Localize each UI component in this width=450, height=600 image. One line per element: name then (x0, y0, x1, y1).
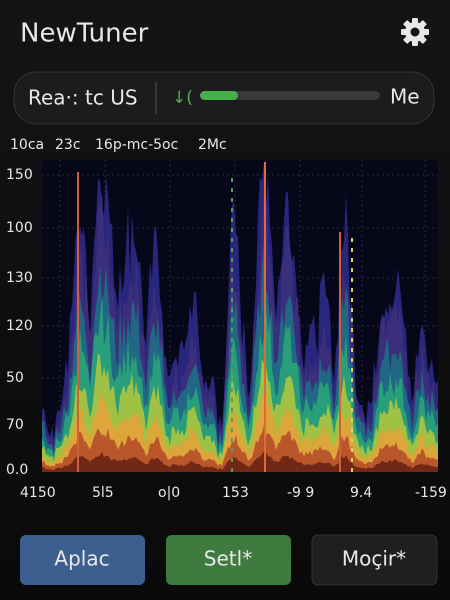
button-bg[interactable] (166, 535, 291, 585)
info-label: 2Mc (198, 137, 227, 153)
search-text: Rea·: tc US (28, 86, 138, 110)
button-bg[interactable] (20, 535, 145, 585)
x-label: 153 (222, 485, 249, 501)
y-label: 120 (6, 318, 33, 334)
volume-icon: ↓( (172, 88, 193, 108)
y-label: 130 (6, 270, 33, 286)
button-label[interactable]: Aplac (54, 547, 109, 571)
app-title: NewTuner (20, 19, 149, 49)
y-label: 0.0 (6, 462, 28, 478)
slider-fill (200, 91, 238, 100)
y-label: 50 (6, 370, 24, 386)
y-label: 70 (6, 417, 24, 433)
settings-button[interactable] (401, 18, 429, 46)
x-label: -159 (415, 485, 447, 501)
x-label: -9 9 (287, 485, 314, 501)
x-label: 4150 (20, 485, 56, 501)
info-label: 23c (55, 137, 81, 153)
x-label: o|0 (158, 485, 180, 501)
y-label: 150 (6, 167, 33, 183)
info-label: 16p-mc-5oc (95, 137, 178, 153)
x-label: 5l5 (92, 485, 114, 501)
slider-label: Me (390, 85, 420, 109)
button-label[interactable]: Setl* (204, 547, 252, 571)
x-label: 9.4 (350, 485, 372, 501)
info-label: 10ca (10, 137, 44, 153)
button-label[interactable]: Moçir* (342, 547, 406, 571)
y-label: 100 (6, 220, 33, 236)
slider-track[interactable] (200, 91, 380, 100)
button-bg[interactable] (311, 534, 438, 586)
